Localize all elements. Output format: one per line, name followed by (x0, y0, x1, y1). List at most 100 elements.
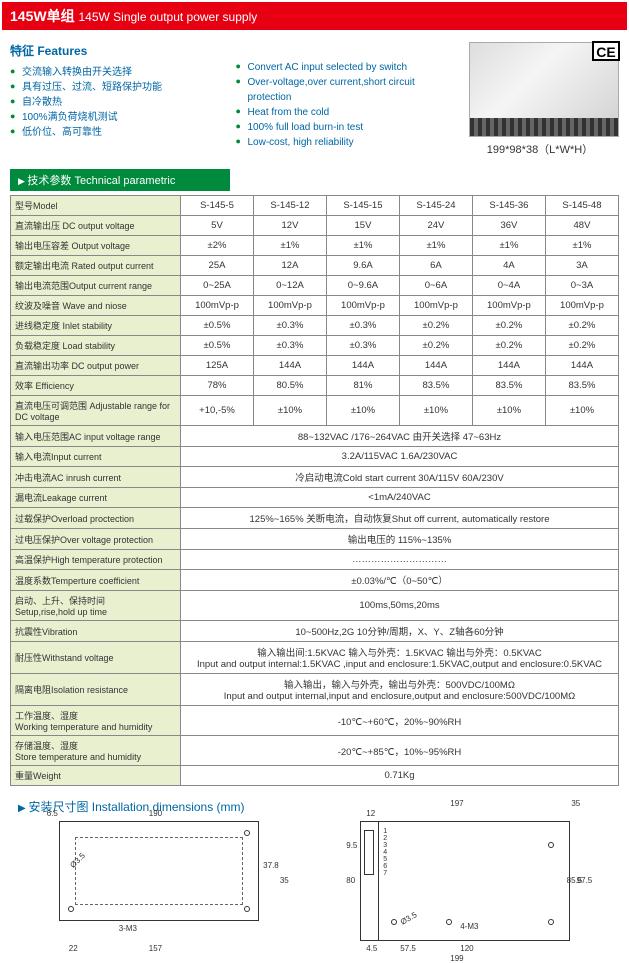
install-title: 安装尺寸图 Installation dimensions (mm) (2, 786, 627, 821)
row-label: 温度系数Temperture coefficient (11, 570, 181, 591)
table-row: 工作温度、湿度 Working temperature and humidity… (11, 706, 619, 736)
cell: 100mVp-p (181, 296, 254, 316)
row-label: 输出电流范围Output current range (11, 276, 181, 296)
cell: ±0.3% (253, 316, 326, 336)
cell: 83.5% (472, 376, 545, 396)
row-label: 纹波及噪音 Wave and niose (11, 296, 181, 316)
cell: 0~3A (545, 276, 618, 296)
table-row: 直流电压可调范围 Adjustable range for DC voltage… (11, 396, 619, 426)
feature-item: Convert AC input selected by switch (236, 60, 462, 75)
table-row: 额定输出电流 Rated output current25A12A9.6A6A4… (11, 256, 619, 276)
cell: ±1% (253, 236, 326, 256)
cell: 144A (326, 356, 399, 376)
cell: 0~9.6A (326, 276, 399, 296)
dim: 37.8 (263, 861, 279, 870)
page: 145W单组 145W Single output power supply 特… (0, 0, 629, 955)
row-label: 存储温度、湿度 Store temperature and humidity (11, 736, 181, 766)
cell: ±10% (399, 396, 472, 426)
cell: 0~4A (472, 276, 545, 296)
table-row: 存储温度、湿度 Store temperature and humidity-2… (11, 736, 619, 766)
dim: 3-M3 (119, 924, 137, 933)
row-label: 重量Weight (11, 766, 181, 786)
row-label: 耐压性Withstand voltage (11, 642, 181, 674)
cell-span: 125%~165% 关断电流，自动恢复Shut off current, aut… (181, 508, 619, 529)
cell: 0~25A (181, 276, 254, 296)
header-bar: 145W单组 145W Single output power supply (2, 2, 627, 30)
cell-span: 输入输出，输入与外壳，输出与外壳：500VDC/100MΩ Input and … (181, 674, 619, 706)
cell: ±1% (399, 236, 472, 256)
cell: 9.6A (326, 256, 399, 276)
cell: 144A (545, 356, 618, 376)
cell-span: <1mA/240VAC (181, 488, 619, 508)
table-row: 输出电流范围Output current range0~25A0~12A0~9.… (11, 276, 619, 296)
cell: 81% (326, 376, 399, 396)
dim: 57.5 (400, 944, 416, 953)
cell: ±10% (545, 396, 618, 426)
row-label: 直流输出压 DC output voltage (11, 216, 181, 236)
row-label: 进线稳定度 Inlet stability (11, 316, 181, 336)
features-right-col: Convert AC input selected by switchOver-… (236, 42, 462, 157)
product-col: CE 199*98*38（L*W*H） (461, 42, 619, 157)
table-row: 隔离电阻Isolation resistance输入输出，输入与外壳，输出与外壳… (11, 674, 619, 706)
table-row: 抗震性Vibration10~500Hz,2G 10分钟/周期，X、Y、Z轴各6… (11, 621, 619, 642)
product-image: CE (469, 42, 619, 137)
cell: 144A (253, 356, 326, 376)
cell: ±2% (181, 236, 254, 256)
dim: 80 (346, 876, 355, 885)
ce-mark: CE (592, 41, 620, 61)
row-label: 输出电压容差 Output voltage (11, 236, 181, 256)
section-bar: 技术参数 Technical parametric (10, 169, 230, 191)
cell-span: 100ms,50ms,20ms (181, 591, 619, 621)
cell: ±0.3% (326, 336, 399, 356)
cell: 80.5% (253, 376, 326, 396)
features-title: 特征 Features (10, 42, 236, 59)
header-title: 145W Single output power supply (78, 10, 257, 24)
cell: ±0.5% (181, 316, 254, 336)
cell-span: -20℃~+85℃，10%~95%RH (181, 736, 619, 766)
cell: ±0.2% (545, 316, 618, 336)
table-row: 启动、上升、保持时间 Setup,rise,hold up time100ms,… (11, 591, 619, 621)
table-row: 输出电压容差 Output voltage±2%±1%±1%±1%±1%±1% (11, 236, 619, 256)
drawing-left-wrap: 190 6.5 157 22 37.8 35 3-M3 Ø3.5 (59, 821, 259, 941)
cell: 100mVp-p (253, 296, 326, 316)
row-label: 冲击电流AC inrush current (11, 467, 181, 488)
cell: ±0.5% (181, 336, 254, 356)
dim: 4-M3 (460, 922, 478, 931)
row-label: 直流电压可调范围 Adjustable range for DC voltage (11, 396, 181, 426)
cell-span: -10℃~+60℃，20%~90%RH (181, 706, 619, 736)
table-row: 输入电压范围AC input voltage range88~132VAC /1… (11, 426, 619, 447)
table-row: 效率 Efficiency78%80.5%81%83.5%83.5%83.5% (11, 376, 619, 396)
cell: ±1% (472, 236, 545, 256)
feature-item: 自冷散热 (10, 95, 236, 110)
table-row: 耐压性Withstand voltage输入输出间:1.5KVAC 输入与外壳：… (11, 642, 619, 674)
row-label: 过载保护Overload proctection (11, 508, 181, 529)
cell: ±0.2% (399, 336, 472, 356)
cell: ±0.3% (253, 336, 326, 356)
cell: 0~6A (399, 276, 472, 296)
cell-span: 冷启动电流Cold start current 30A/115V 60A/230… (181, 467, 619, 488)
dim: 6.5 (47, 809, 58, 818)
cell: 15V (326, 216, 399, 236)
cell: 83.5% (399, 376, 472, 396)
cell-span: 输入输出间:1.5KVAC 输入与外壳：1.5KVAC 输出与外壳：0.5KVA… (181, 642, 619, 674)
dim: 9.5 (346, 841, 357, 850)
dim: 197 (450, 799, 463, 808)
row-label: 输入电流Input current (11, 447, 181, 467)
table-row: 漏电流Leakage current<1mA/240VAC (11, 488, 619, 508)
cell: 144A (399, 356, 472, 376)
cell: 48V (545, 216, 618, 236)
cell: 5V (181, 216, 254, 236)
row-label: 抗震性Vibration (11, 621, 181, 642)
cell: S-145-48 (545, 196, 618, 216)
cell: S-145-5 (181, 196, 254, 216)
table-row: 负载稳定度 Load stability±0.5%±0.3%±0.3%±0.2%… (11, 336, 619, 356)
cell: ±0.2% (545, 336, 618, 356)
cell: 125A (181, 356, 254, 376)
table-row: 高温保护High temperature protection………………………… (11, 550, 619, 570)
cell: S-145-12 (253, 196, 326, 216)
row-label: 额定输出电流 Rated output current (11, 256, 181, 276)
cell: 144A (472, 356, 545, 376)
cell: S-145-15 (326, 196, 399, 216)
cell: ±1% (545, 236, 618, 256)
feature-item: 交流输入转换由开关选择 (10, 65, 236, 80)
